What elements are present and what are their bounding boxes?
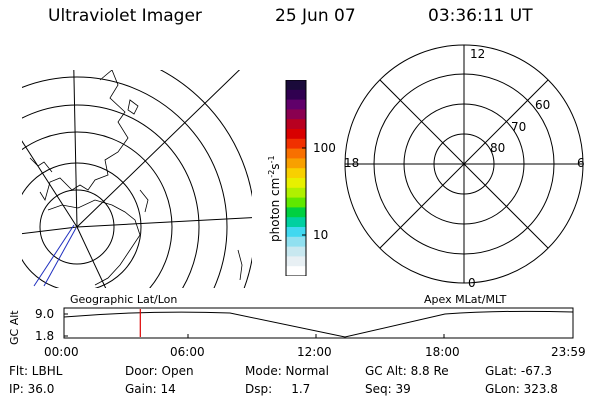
latitude-circle xyxy=(22,104,200,288)
date-label: 25 Jun 07 xyxy=(275,6,356,26)
colorbar-cell xyxy=(286,89,306,101)
info-gc-alt: GC Alt: 8.8 Re xyxy=(365,364,449,378)
altitude-xtick: 12:00 xyxy=(297,345,332,359)
longitude-line xyxy=(76,226,107,288)
info-glat: GLat: -67.3 xyxy=(485,364,552,378)
coastline xyxy=(127,99,139,115)
altitude-curve xyxy=(63,310,574,338)
geographic-panel-label: Geographic Lat/Lon xyxy=(70,293,178,306)
colorbar-cell xyxy=(286,138,306,150)
instrument-title: Ultraviolet Imager xyxy=(48,6,202,26)
colorbar-cell xyxy=(286,236,306,248)
coastline xyxy=(139,189,149,213)
longitude-line xyxy=(76,217,252,228)
colorbar-cell xyxy=(286,256,306,267)
colorbar-cell xyxy=(286,129,306,140)
colorbar-tick-100: 100 xyxy=(313,141,336,155)
mlt-label-6: 6 xyxy=(577,156,585,170)
longitude-line xyxy=(22,140,78,228)
info-filter: Flt: LBHL xyxy=(9,364,63,378)
coastline xyxy=(29,157,53,173)
colorbar-cell xyxy=(286,187,306,199)
mlt-line xyxy=(379,79,549,249)
colorbar-cell xyxy=(286,207,306,218)
latitude-circle xyxy=(22,162,142,288)
longitude-line xyxy=(73,70,78,228)
mlat-label-70: 70 xyxy=(511,120,527,134)
latitude-circle xyxy=(22,76,228,288)
altitude-xtick: 23:59 xyxy=(551,345,586,359)
colorbar-cell xyxy=(286,266,306,276)
info-dsp: Dsp: 1.7 xyxy=(245,382,311,396)
mlt-label-18: 18 xyxy=(344,156,360,170)
apex-panel-label: Apex MLat/MLT xyxy=(424,293,507,306)
info-ip: IP: 36.0 xyxy=(9,382,55,396)
latitude-circle xyxy=(39,189,115,265)
colorbar-cell xyxy=(286,158,306,169)
colorbar-cell xyxy=(286,217,306,228)
colorbar-cell xyxy=(286,178,306,189)
mlt-label-0: 0 xyxy=(468,276,476,290)
altitude-xtick: 06:00 xyxy=(170,345,205,359)
coastline xyxy=(39,70,129,201)
colorbar-cell xyxy=(286,109,306,120)
colorbar xyxy=(285,80,307,276)
colorbar-cell xyxy=(286,246,306,257)
colorbar-label: photon cm-2s-1 xyxy=(267,155,282,242)
colorbar-cell xyxy=(286,227,306,238)
colorbar-cell xyxy=(286,197,306,208)
coastline xyxy=(237,249,243,281)
geographic-map xyxy=(22,70,252,288)
altitude-ylabel: GC Alt xyxy=(8,310,21,345)
colorbar-cell xyxy=(286,168,306,179)
time-label: 03:36:11 UT xyxy=(428,6,533,26)
polar-plot xyxy=(344,44,584,284)
altitude-xtick: 00:00 xyxy=(44,345,79,359)
colorbar-cell xyxy=(286,119,306,130)
colorbar-tick-10: 10 xyxy=(313,228,329,242)
altitude-plot xyxy=(63,307,574,339)
colorbar-cell xyxy=(286,80,306,91)
longitude-line xyxy=(22,226,78,235)
longitude-line xyxy=(76,70,241,228)
satellite-track xyxy=(33,224,75,287)
satellite-track xyxy=(43,227,77,287)
info-gain: Gain: 14 xyxy=(125,382,176,396)
altitude-ytick-bottom: 1.8 xyxy=(35,329,55,343)
colorbar-cell xyxy=(286,99,306,110)
info-mode: Mode: Normal xyxy=(245,364,329,378)
mlt-label-12: 12 xyxy=(470,47,486,61)
mlat-label-80: 80 xyxy=(490,141,506,155)
altitude-xtick: 18:00 xyxy=(425,345,460,359)
info-glon: GLon: 323.8 xyxy=(485,382,558,396)
latitude-circle xyxy=(22,131,173,288)
mlat-label-60: 60 xyxy=(535,98,551,112)
info-seq: Seq: 39 xyxy=(365,382,411,396)
coastline xyxy=(47,199,141,286)
info-door: Door: Open xyxy=(125,364,194,378)
colorbar-cell xyxy=(286,148,306,159)
altitude-ytick-top: 9.0 xyxy=(35,307,55,321)
